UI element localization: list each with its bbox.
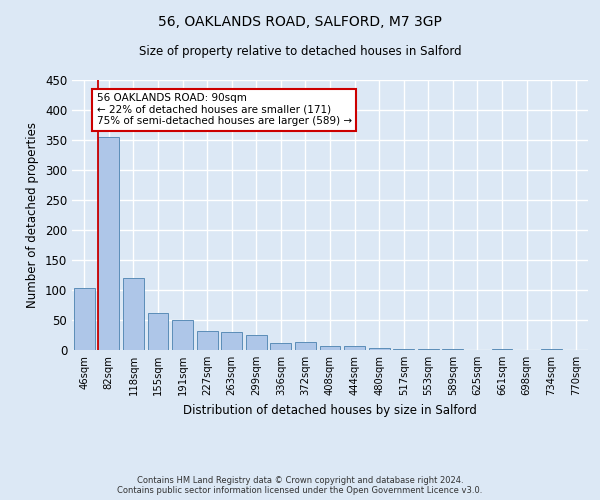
Bar — [491, 349, 512, 350]
X-axis label: Distribution of detached houses by size in Salford: Distribution of detached houses by size … — [183, 404, 477, 416]
Bar — [344, 346, 365, 350]
Bar — [148, 313, 169, 350]
Text: Contains HM Land Registry data © Crown copyright and database right 2024.
Contai: Contains HM Land Registry data © Crown c… — [118, 476, 482, 495]
Bar — [368, 348, 389, 350]
Bar — [98, 137, 119, 350]
Bar — [197, 332, 218, 350]
Bar — [172, 320, 193, 350]
Bar — [320, 346, 340, 350]
Bar — [123, 278, 144, 350]
Bar — [271, 344, 292, 350]
Text: 56 OAKLANDS ROAD: 90sqm
← 22% of detached houses are smaller (171)
75% of semi-d: 56 OAKLANDS ROAD: 90sqm ← 22% of detache… — [97, 93, 352, 126]
Bar — [74, 288, 95, 350]
Text: Size of property relative to detached houses in Salford: Size of property relative to detached ho… — [139, 45, 461, 58]
Bar — [541, 349, 562, 350]
Bar — [221, 332, 242, 350]
Bar — [295, 342, 316, 350]
Y-axis label: Number of detached properties: Number of detached properties — [26, 122, 40, 308]
Bar — [246, 335, 267, 350]
Text: 56, OAKLANDS ROAD, SALFORD, M7 3GP: 56, OAKLANDS ROAD, SALFORD, M7 3GP — [158, 15, 442, 29]
